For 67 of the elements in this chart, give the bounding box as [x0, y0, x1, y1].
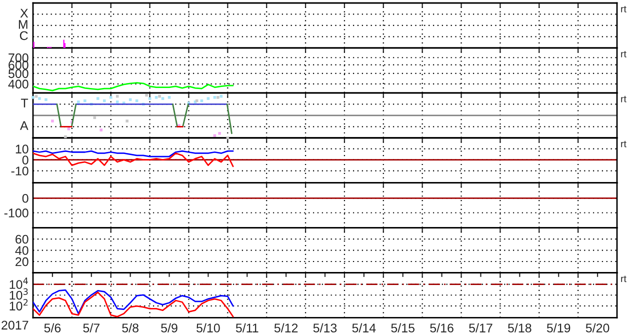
text: rt [621, 6, 626, 12]
point [158, 94, 161, 98]
point [148, 97, 152, 100]
x-tick-label: 5/9 [161, 323, 178, 332]
y-tick-label: 500 [8, 69, 28, 78]
y-tick-label: 10$^{4}$ [10, 278, 28, 289]
point [102, 99, 106, 102]
y-tick-label: -100 [4, 208, 28, 218]
point [116, 100, 119, 104]
text: rt [621, 96, 626, 102]
point [168, 96, 171, 99]
x-tick-label: 5/10 [196, 323, 220, 332]
x-axis-title: 2017 [2, 320, 28, 330]
y-tick-label: 10$^{3}$ [10, 288, 28, 300]
point [67, 127, 70, 130]
x-tick-label: 5/6 [44, 323, 61, 332]
point [44, 98, 48, 102]
text: M [18, 20, 28, 29]
point [32, 96, 34, 99]
point [64, 135, 67, 138]
x-tick-label: 5/20 [586, 323, 610, 332]
point [226, 136, 230, 140]
x-tick-label: 5/12 [274, 323, 298, 332]
y-tick-label: 400 [8, 80, 28, 89]
y-tick-label: 0 [22, 156, 28, 164]
y-tick-label: 0 [22, 194, 28, 203]
y-tick-label: 40 [15, 246, 28, 255]
point [84, 99, 86, 102]
point [161, 97, 164, 100]
text: rt [621, 276, 626, 282]
line-series [33, 82, 234, 92]
point [109, 96, 112, 99]
x-tick-label: 5/13 [313, 323, 337, 332]
x-tick-label: 5/11 [236, 323, 258, 332]
y-tick-label: 10$^{2}$ [10, 299, 28, 310]
x-tick-label: 5/17 [469, 323, 492, 332]
point [51, 120, 54, 122]
text: A [20, 121, 28, 130]
x-tick-label: 5/18 [508, 323, 532, 332]
x-tick-label: 5/19 [546, 323, 570, 332]
point [213, 134, 216, 138]
text: C [20, 31, 28, 40]
point [100, 128, 103, 132]
y-tick-label: -10 [11, 166, 28, 176]
point [218, 132, 221, 135]
text: X [20, 8, 28, 18]
y-tick-label: 10 [16, 144, 28, 154]
point [154, 96, 158, 99]
text: rt [621, 140, 626, 148]
point [96, 97, 100, 100]
x-tick-label: 5/7 [83, 323, 100, 332]
x-tick-label: 5/16 [430, 323, 454, 332]
x-tick-label: 5/8 [122, 323, 138, 332]
y-tick-label: 600 [8, 60, 28, 70]
y-tick-label: 20 [16, 257, 28, 266]
point [216, 96, 220, 99]
x-tick-label: 5/14 [352, 323, 376, 332]
x-tick-label: 5/15 [391, 323, 415, 332]
y-tick-label: 60 [16, 234, 28, 244]
point [77, 100, 80, 104]
point [206, 97, 210, 100]
text: T [20, 98, 28, 108]
point [213, 96, 216, 99]
point [38, 97, 41, 100]
point [126, 120, 128, 122]
line-series [33, 152, 234, 168]
text: rt [621, 50, 626, 58]
